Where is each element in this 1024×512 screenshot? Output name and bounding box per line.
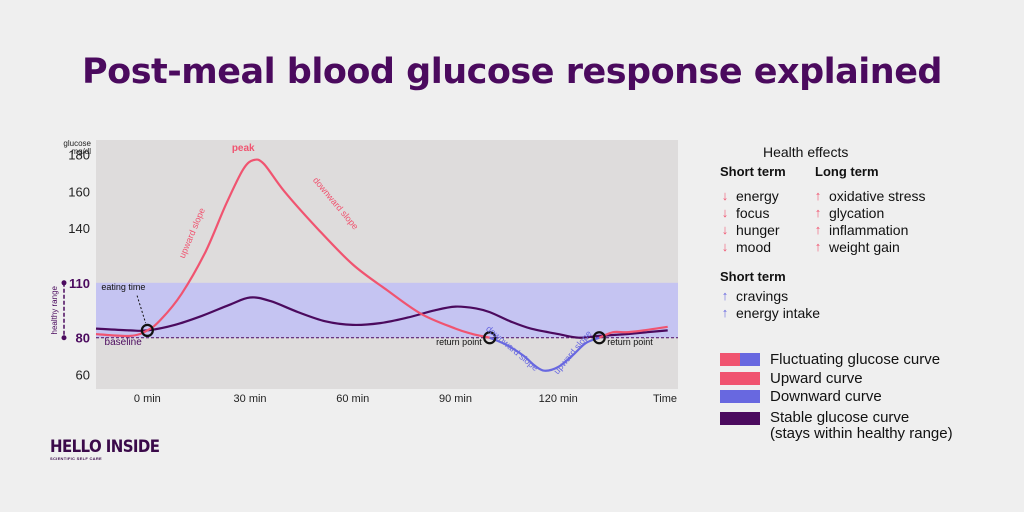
- legend-upward: Upward curve: [720, 370, 863, 387]
- long-term-label: glycation: [829, 204, 885, 221]
- long-term-heading: Long term: [815, 164, 879, 179]
- short-term-label: cravings: [736, 287, 789, 304]
- peak-label: peak: [232, 143, 255, 154]
- legend-swatch: [720, 412, 760, 425]
- eating-time-pointer: [136, 295, 147, 324]
- short-term-label: mood: [736, 238, 772, 255]
- y-tick-label: 140: [68, 221, 90, 236]
- short-term-label: energy intake: [736, 304, 821, 321]
- logo-name: HELLO INSIDE: [50, 436, 160, 457]
- long-term-item: ↑ glycation: [813, 204, 925, 221]
- page-title: Post-meal blood glucose response explain…: [82, 52, 942, 92]
- short-term-item: ↓ focus: [720, 204, 780, 221]
- eating-time-label: eating time: [101, 282, 145, 292]
- arrow-up-icon: ↑: [814, 239, 822, 254]
- x-tick-label: 120 min: [539, 393, 578, 405]
- long-term-label: oxidative stress: [829, 187, 926, 204]
- arrow-down-icon: ↓: [721, 188, 729, 203]
- healthy-range-label: healthy range: [50, 285, 59, 334]
- long-term-item: ↑ inflammation: [813, 221, 925, 238]
- short-term-item: ↓ mood: [720, 238, 780, 255]
- x-tick-label: 0 min: [134, 393, 161, 405]
- arrow-down-icon: ↓: [721, 205, 729, 220]
- legend-label: Upward curve: [770, 370, 863, 387]
- logo-tagline: SCIENTIFIC SELF CARE: [50, 456, 103, 461]
- legend-label: Stable glucose curve: [770, 409, 910, 426]
- curve-marker: [592, 331, 606, 345]
- y-tick-label: 60: [76, 367, 90, 382]
- fluctuating-curve-downward: [489, 336, 600, 372]
- legend-fluctuating: Fluctuating glucose curve: [720, 351, 940, 368]
- arrow-up-icon: ↑: [814, 205, 822, 220]
- x-tick-label: 60 min: [336, 393, 369, 405]
- legend-swatch: [720, 372, 760, 385]
- arrow-up-icon: ↑: [721, 288, 729, 303]
- arrow-up-icon: ↑: [721, 305, 729, 320]
- fluctuating-curve-recovery: [598, 325, 668, 339]
- baseline-label: baseline: [105, 337, 143, 348]
- return-point-label: return point: [607, 337, 653, 347]
- y-tick-label: 180: [68, 148, 90, 163]
- curve-marker: [140, 323, 154, 338]
- arrow-down-icon: ↓: [721, 222, 729, 237]
- plot-area: [96, 140, 678, 389]
- legend-label: Fluctuating glucose curve: [770, 351, 941, 368]
- y-tick-label: 110: [69, 276, 90, 291]
- arrow-down-icon: ↓: [721, 239, 729, 254]
- short-term-list: ↓ energy ↓ focus ↓ hunger ↓ mood: [720, 187, 780, 255]
- long-term-item: ↑ weight gain: [813, 238, 925, 255]
- x-tick-label: 90 min: [439, 393, 472, 405]
- short-term-label: hunger: [736, 221, 780, 238]
- long-term-label: inflammation: [829, 221, 909, 238]
- short-term-list-2: ↑ cravings ↑ energy intake: [720, 287, 820, 321]
- arrow-up-icon: ↑: [814, 188, 822, 203]
- arrow-up-icon: ↑: [814, 222, 822, 237]
- legend-swatch: [720, 353, 760, 366]
- health-effects-title: Health effects: [763, 144, 849, 160]
- stable-glucose-curve: [95, 296, 668, 339]
- legend-sublabel: (stays within healthy range): [770, 425, 953, 442]
- legend-downward: Downward curve: [720, 388, 882, 405]
- short-term-heading-2: Short term: [720, 269, 786, 284]
- legend-label: Downward curve: [770, 388, 882, 405]
- return-point-label: return point: [436, 337, 482, 347]
- short-term-item: ↓ hunger: [720, 221, 780, 238]
- healthy-range-dot: [61, 335, 67, 341]
- short-term-label: energy: [736, 187, 779, 204]
- short-term-item: ↑ energy intake: [720, 304, 820, 321]
- long-term-item: ↑ oxidative stress: [813, 187, 926, 204]
- y-tick-label: 160: [68, 184, 90, 199]
- short-term-heading: Short term: [720, 164, 786, 179]
- fluctuating-curve-upward: [95, 158, 490, 339]
- hello-inside-logo: HELLO INSIDE SCIENTIFIC SELF CARE: [50, 436, 160, 461]
- y-tick-label: 80: [76, 331, 90, 346]
- curve-marker: [483, 331, 497, 345]
- short-term-item: ↑ cravings: [720, 287, 820, 304]
- healthy-range-dot: [61, 280, 67, 286]
- x-tick-label: Time: [653, 393, 677, 405]
- y-axis-label: glucose: [63, 139, 91, 148]
- healthy-range-band: [96, 282, 678, 338]
- long-term-label: weight gain: [829, 238, 900, 255]
- x-tick-label: 30 min: [234, 393, 267, 405]
- y-axis-unit: mg/dl: [71, 147, 91, 156]
- legend-stable: Stable glucose curve (stays within health…: [720, 410, 953, 442]
- short-term-label: focus: [736, 204, 770, 221]
- long-term-list: ↑ oxidative stress ↑ glycation ↑ inflammati…: [813, 187, 926, 255]
- legend-swatch: [720, 390, 760, 403]
- short-term-item: ↓ energy: [720, 187, 780, 204]
